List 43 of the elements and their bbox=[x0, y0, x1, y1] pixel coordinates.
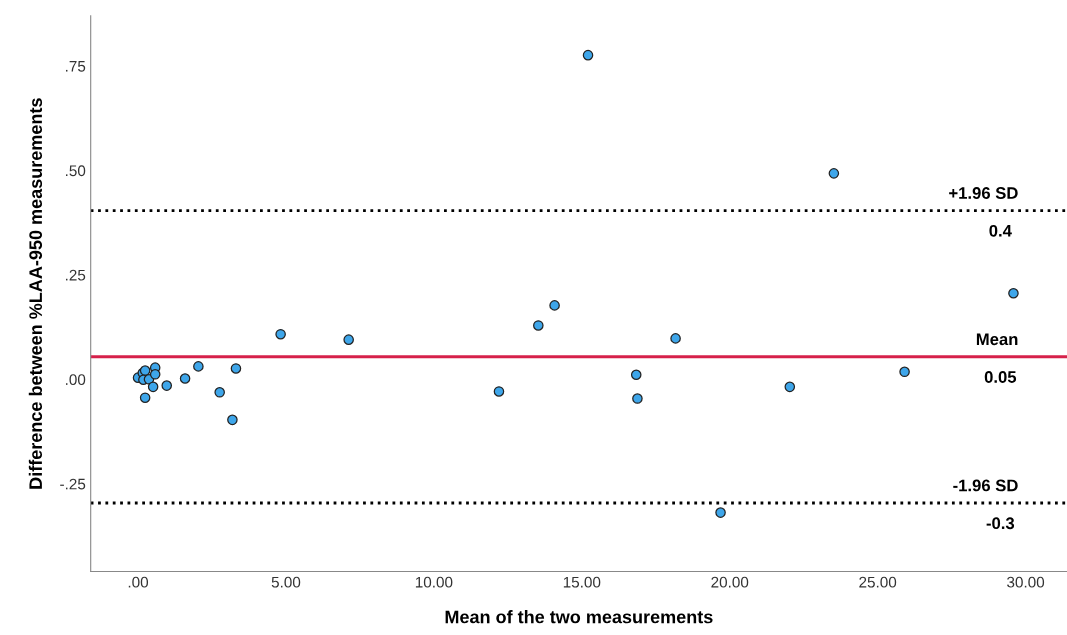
x-tick-label: 25.00 bbox=[859, 576, 897, 588]
point bbox=[179, 373, 191, 384]
point bbox=[828, 168, 840, 179]
point bbox=[193, 361, 204, 372]
point bbox=[715, 507, 726, 518]
x-axis-title: Mean of the two measurements bbox=[445, 610, 713, 624]
x-tick-label: 5.00 bbox=[271, 576, 301, 588]
point bbox=[149, 369, 161, 380]
point bbox=[670, 333, 681, 344]
annotation: 0.05 bbox=[984, 371, 1017, 383]
point bbox=[227, 414, 238, 426]
y-tick-label: .00 bbox=[65, 374, 86, 386]
y-tick-label: .25 bbox=[65, 269, 86, 281]
point bbox=[1008, 287, 1019, 299]
x-tick-label: 15.00 bbox=[563, 576, 601, 588]
point bbox=[214, 386, 225, 398]
point bbox=[632, 393, 643, 404]
annotation: -0.3 bbox=[986, 517, 1015, 530]
x-tick-label: 10.00 bbox=[415, 576, 453, 588]
x-tick-label: .00 bbox=[128, 576, 149, 588]
y-tick-label: .75 bbox=[65, 61, 86, 72]
x-tick-label: 30.00 bbox=[1007, 576, 1045, 588]
point bbox=[161, 380, 173, 391]
point bbox=[899, 366, 910, 378]
ref-line-label: Mean bbox=[976, 333, 1018, 346]
x-tick-label: 20.00 bbox=[711, 576, 749, 588]
point bbox=[549, 300, 560, 311]
point bbox=[533, 320, 544, 331]
point bbox=[147, 381, 159, 393]
point bbox=[630, 369, 642, 381]
point bbox=[139, 392, 151, 403]
y-tick-label: -.25 bbox=[60, 478, 86, 490]
point bbox=[784, 381, 796, 393]
point bbox=[275, 328, 286, 340]
y-axis-title: Difference between %LAA-950 measurements bbox=[28, 98, 43, 489]
point bbox=[230, 363, 242, 374]
ref-line-label: +1.96 SD bbox=[949, 187, 1018, 199]
point bbox=[582, 49, 594, 61]
point bbox=[493, 386, 505, 397]
point bbox=[343, 334, 354, 345]
ref-line-label: -1.96 SD bbox=[953, 479, 1018, 492]
annotation: 0.4 bbox=[989, 224, 1012, 237]
y-tick-label: .50 bbox=[65, 165, 86, 177]
